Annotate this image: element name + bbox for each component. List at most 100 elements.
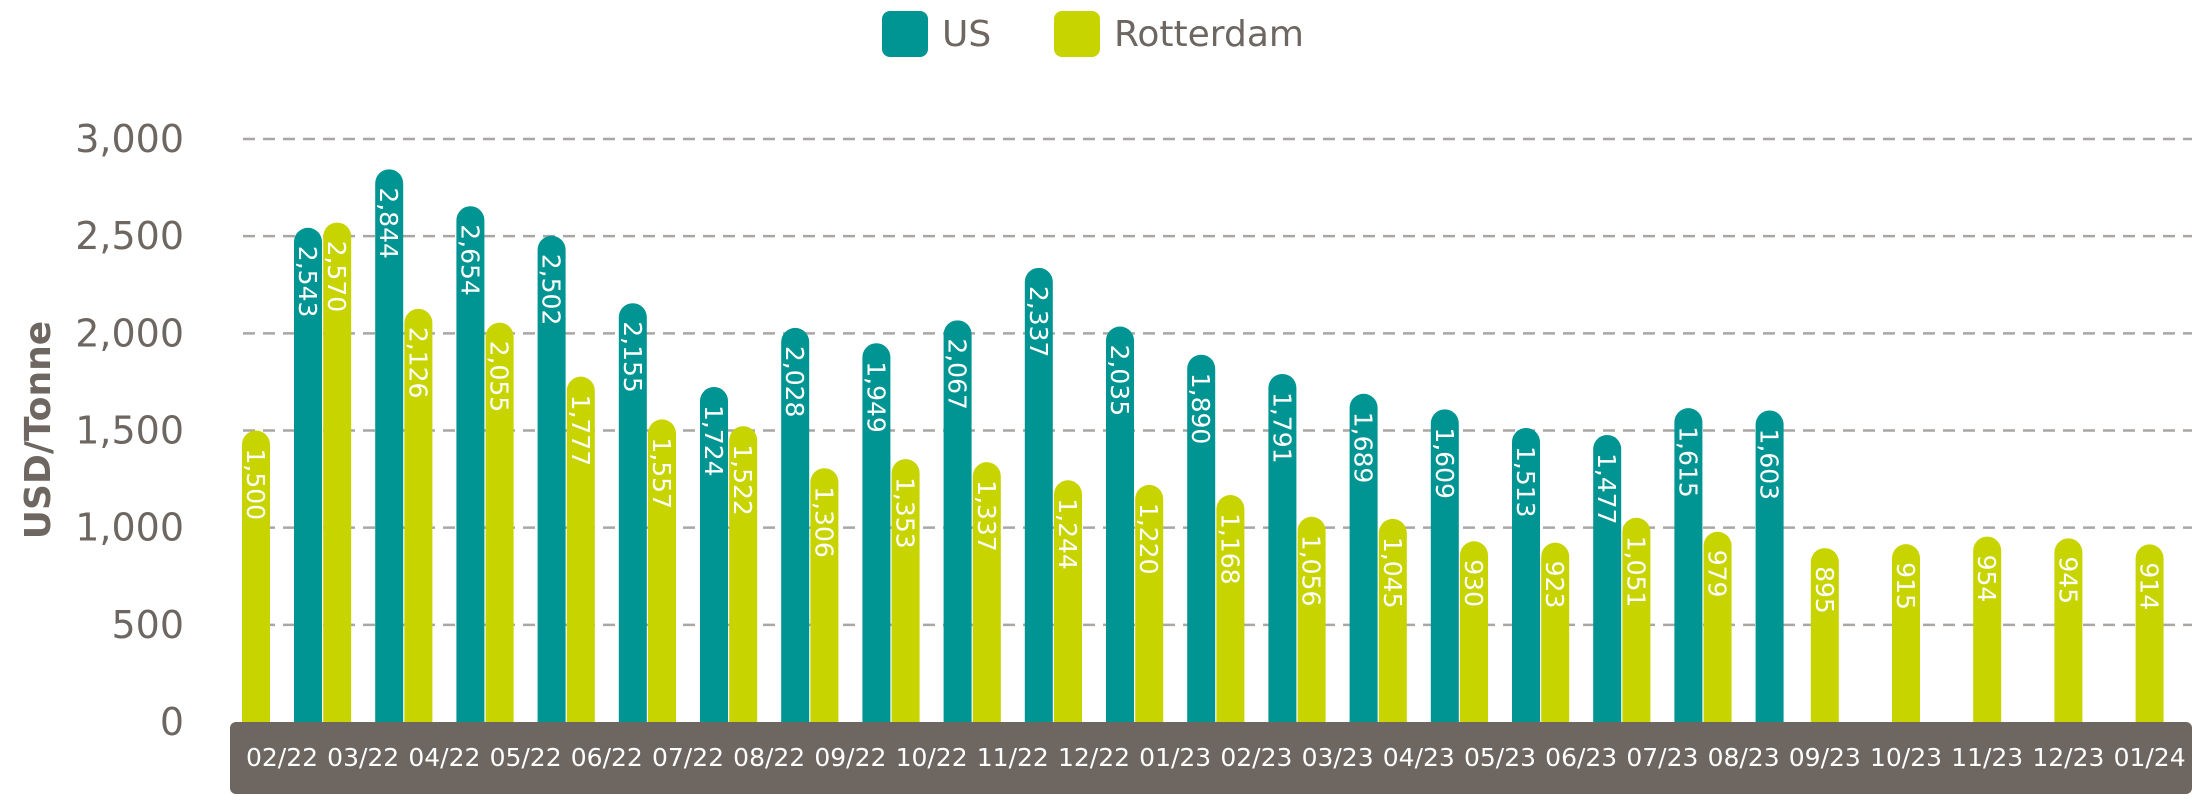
data-label-us: 1,609 bbox=[1430, 427, 1459, 499]
legend-label-rotterdam: Rotterdam bbox=[1114, 13, 1304, 55]
bar-us-01/23 bbox=[1187, 354, 1216, 722]
bar-us-02/23 bbox=[1268, 373, 1297, 722]
data-label-us: 1,724 bbox=[699, 405, 728, 477]
bar-rotterdam-03/22 bbox=[323, 222, 352, 722]
bar-us-06/23 bbox=[1593, 434, 1622, 722]
data-label-rotterdam: 1,051 bbox=[1621, 536, 1650, 608]
bar-us-10/22 bbox=[943, 320, 972, 722]
data-label-us: 2,028 bbox=[780, 346, 809, 418]
bar-rotterdam-02/22 bbox=[242, 430, 270, 722]
data-label-us: 2,337 bbox=[1024, 286, 1053, 358]
bar-us-07/22 bbox=[700, 386, 728, 722]
data-label-rotterdam: 2,126 bbox=[403, 327, 432, 399]
data-label-rotterdam: 1,168 bbox=[1215, 513, 1244, 585]
x-tick-label: 06/23 bbox=[1545, 743, 1617, 772]
data-label-rotterdam: 1,056 bbox=[1297, 535, 1326, 607]
x-tick-label: 10/22 bbox=[896, 743, 968, 772]
bar-us-03/22 bbox=[375, 169, 404, 723]
data-label-us: 2,844 bbox=[374, 187, 403, 259]
bar-us-05/23 bbox=[1512, 427, 1541, 722]
x-tick-label: 03/23 bbox=[1302, 743, 1374, 772]
data-label-rotterdam: 1,220 bbox=[1134, 503, 1163, 575]
data-label-rotterdam: 979 bbox=[1703, 550, 1732, 598]
y-tick-label: 500 bbox=[111, 603, 184, 647]
x-tick-label: 12/23 bbox=[2032, 743, 2104, 772]
bar-rotterdam-07/23 bbox=[1622, 517, 1651, 722]
data-label-rotterdam: 1,337 bbox=[972, 480, 1001, 552]
y-axis-ticks: 0 500 1,000 1,500 2,000 2,500 3,000 bbox=[75, 117, 184, 744]
x-tick-label: 05/22 bbox=[490, 743, 562, 772]
data-label-rotterdam: 914 bbox=[2135, 562, 2164, 610]
y-tick-label: 2,500 bbox=[75, 214, 184, 258]
bar-rotterdam-11/22 bbox=[972, 462, 1001, 722]
data-label-rotterdam: 1,557 bbox=[647, 437, 676, 509]
bar-rotterdam-05/23 bbox=[1460, 541, 1488, 722]
bar-rotterdam-03/23 bbox=[1297, 516, 1326, 722]
data-label-rotterdam: 1,045 bbox=[1378, 537, 1407, 609]
data-label-rotterdam: 1,500 bbox=[241, 449, 270, 521]
x-tick-label: 04/22 bbox=[408, 743, 480, 772]
data-label-us: 1,689 bbox=[1349, 412, 1378, 484]
data-label-us: 1,513 bbox=[1511, 446, 1540, 518]
x-tick-label: 11/23 bbox=[1951, 743, 2023, 772]
bar-us-03/23 bbox=[1349, 393, 1378, 722]
data-label-us: 2,543 bbox=[293, 246, 322, 318]
x-tick-label: 10/23 bbox=[1870, 743, 1942, 772]
data-label-rotterdam: 2,570 bbox=[322, 241, 351, 313]
bar-us-08/23 bbox=[1755, 410, 1784, 722]
legend-item-rotterdam: Rotterdam bbox=[1054, 4, 1304, 64]
bar-rotterdam-09/22 bbox=[810, 468, 839, 722]
x-tick-label: 07/23 bbox=[1626, 743, 1698, 772]
data-label-rotterdam: 2,055 bbox=[485, 341, 514, 413]
legend-swatch-us bbox=[882, 11, 928, 57]
data-label-rotterdam: 915 bbox=[1891, 562, 1920, 610]
bar-rotterdam-02/23 bbox=[1216, 495, 1245, 722]
bar-us-05/22 bbox=[537, 235, 566, 722]
legend-item-us: US bbox=[882, 4, 991, 64]
x-tick-label: 08/22 bbox=[733, 743, 805, 772]
bar-rotterdam-01/24 bbox=[2135, 544, 2164, 722]
bar-rotterdam-10/23 bbox=[1892, 544, 1920, 722]
x-tick-label: 01/23 bbox=[1139, 743, 1211, 772]
bar-rotterdam-05/22 bbox=[485, 322, 514, 722]
y-tick-label: 3,000 bbox=[75, 117, 184, 161]
bar-rotterdam-06/22 bbox=[566, 376, 595, 722]
data-label-us: 1,791 bbox=[1267, 392, 1296, 464]
x-axis-band bbox=[230, 722, 2192, 794]
x-tick-label: 11/22 bbox=[977, 743, 1049, 772]
data-label-rotterdam: 945 bbox=[2053, 556, 2082, 604]
y-axis-label: USD/Tonne bbox=[18, 321, 59, 539]
bar-us-08/22 bbox=[781, 327, 810, 722]
data-label-us: 2,067 bbox=[943, 338, 972, 410]
data-label-us: 1,890 bbox=[1186, 373, 1215, 445]
data-label-us: 2,502 bbox=[537, 254, 566, 326]
bar-rotterdam-04/23 bbox=[1378, 518, 1407, 722]
bar-us-09/22 bbox=[862, 343, 891, 722]
data-label-rotterdam: 923 bbox=[1540, 561, 1569, 609]
data-label-rotterdam: 954 bbox=[1972, 555, 2001, 603]
data-label-rotterdam: 895 bbox=[1810, 566, 1839, 614]
bar-rotterdam-01/23 bbox=[1135, 484, 1164, 722]
legend-swatch-rotterdam bbox=[1054, 11, 1100, 57]
bar-rotterdam-08/22 bbox=[729, 426, 758, 722]
data-label-us: 2,654 bbox=[455, 224, 484, 296]
bars: 1,500 2,543 2,570 2,844 2,126 2,654 2,055 2,502… bbox=[241, 169, 2164, 723]
data-label-rotterdam: 1,353 bbox=[891, 477, 920, 549]
bar-rotterdam-09/23 bbox=[1810, 548, 1839, 722]
y-tick-label: 2,000 bbox=[75, 311, 184, 355]
bar-rotterdam-08/23 bbox=[1703, 531, 1732, 722]
bar-us-07/23 bbox=[1674, 408, 1703, 722]
bar-us-11/22 bbox=[1024, 267, 1053, 722]
legend-label-us: US bbox=[942, 13, 992, 55]
bar-us-12/22 bbox=[1106, 326, 1134, 722]
data-label-rotterdam: 930 bbox=[1459, 559, 1488, 607]
data-label-us: 2,035 bbox=[1105, 345, 1134, 417]
data-label-us: 1,949 bbox=[861, 361, 890, 433]
x-tick-label: 01/24 bbox=[2114, 743, 2186, 772]
bar-rotterdam-10/22 bbox=[891, 459, 920, 722]
x-tick-label: 08/23 bbox=[1708, 743, 1780, 772]
y-tick-label: 1,000 bbox=[75, 506, 184, 550]
bar-us-04/23 bbox=[1430, 409, 1459, 722]
bar-rotterdam-06/23 bbox=[1541, 542, 1570, 722]
